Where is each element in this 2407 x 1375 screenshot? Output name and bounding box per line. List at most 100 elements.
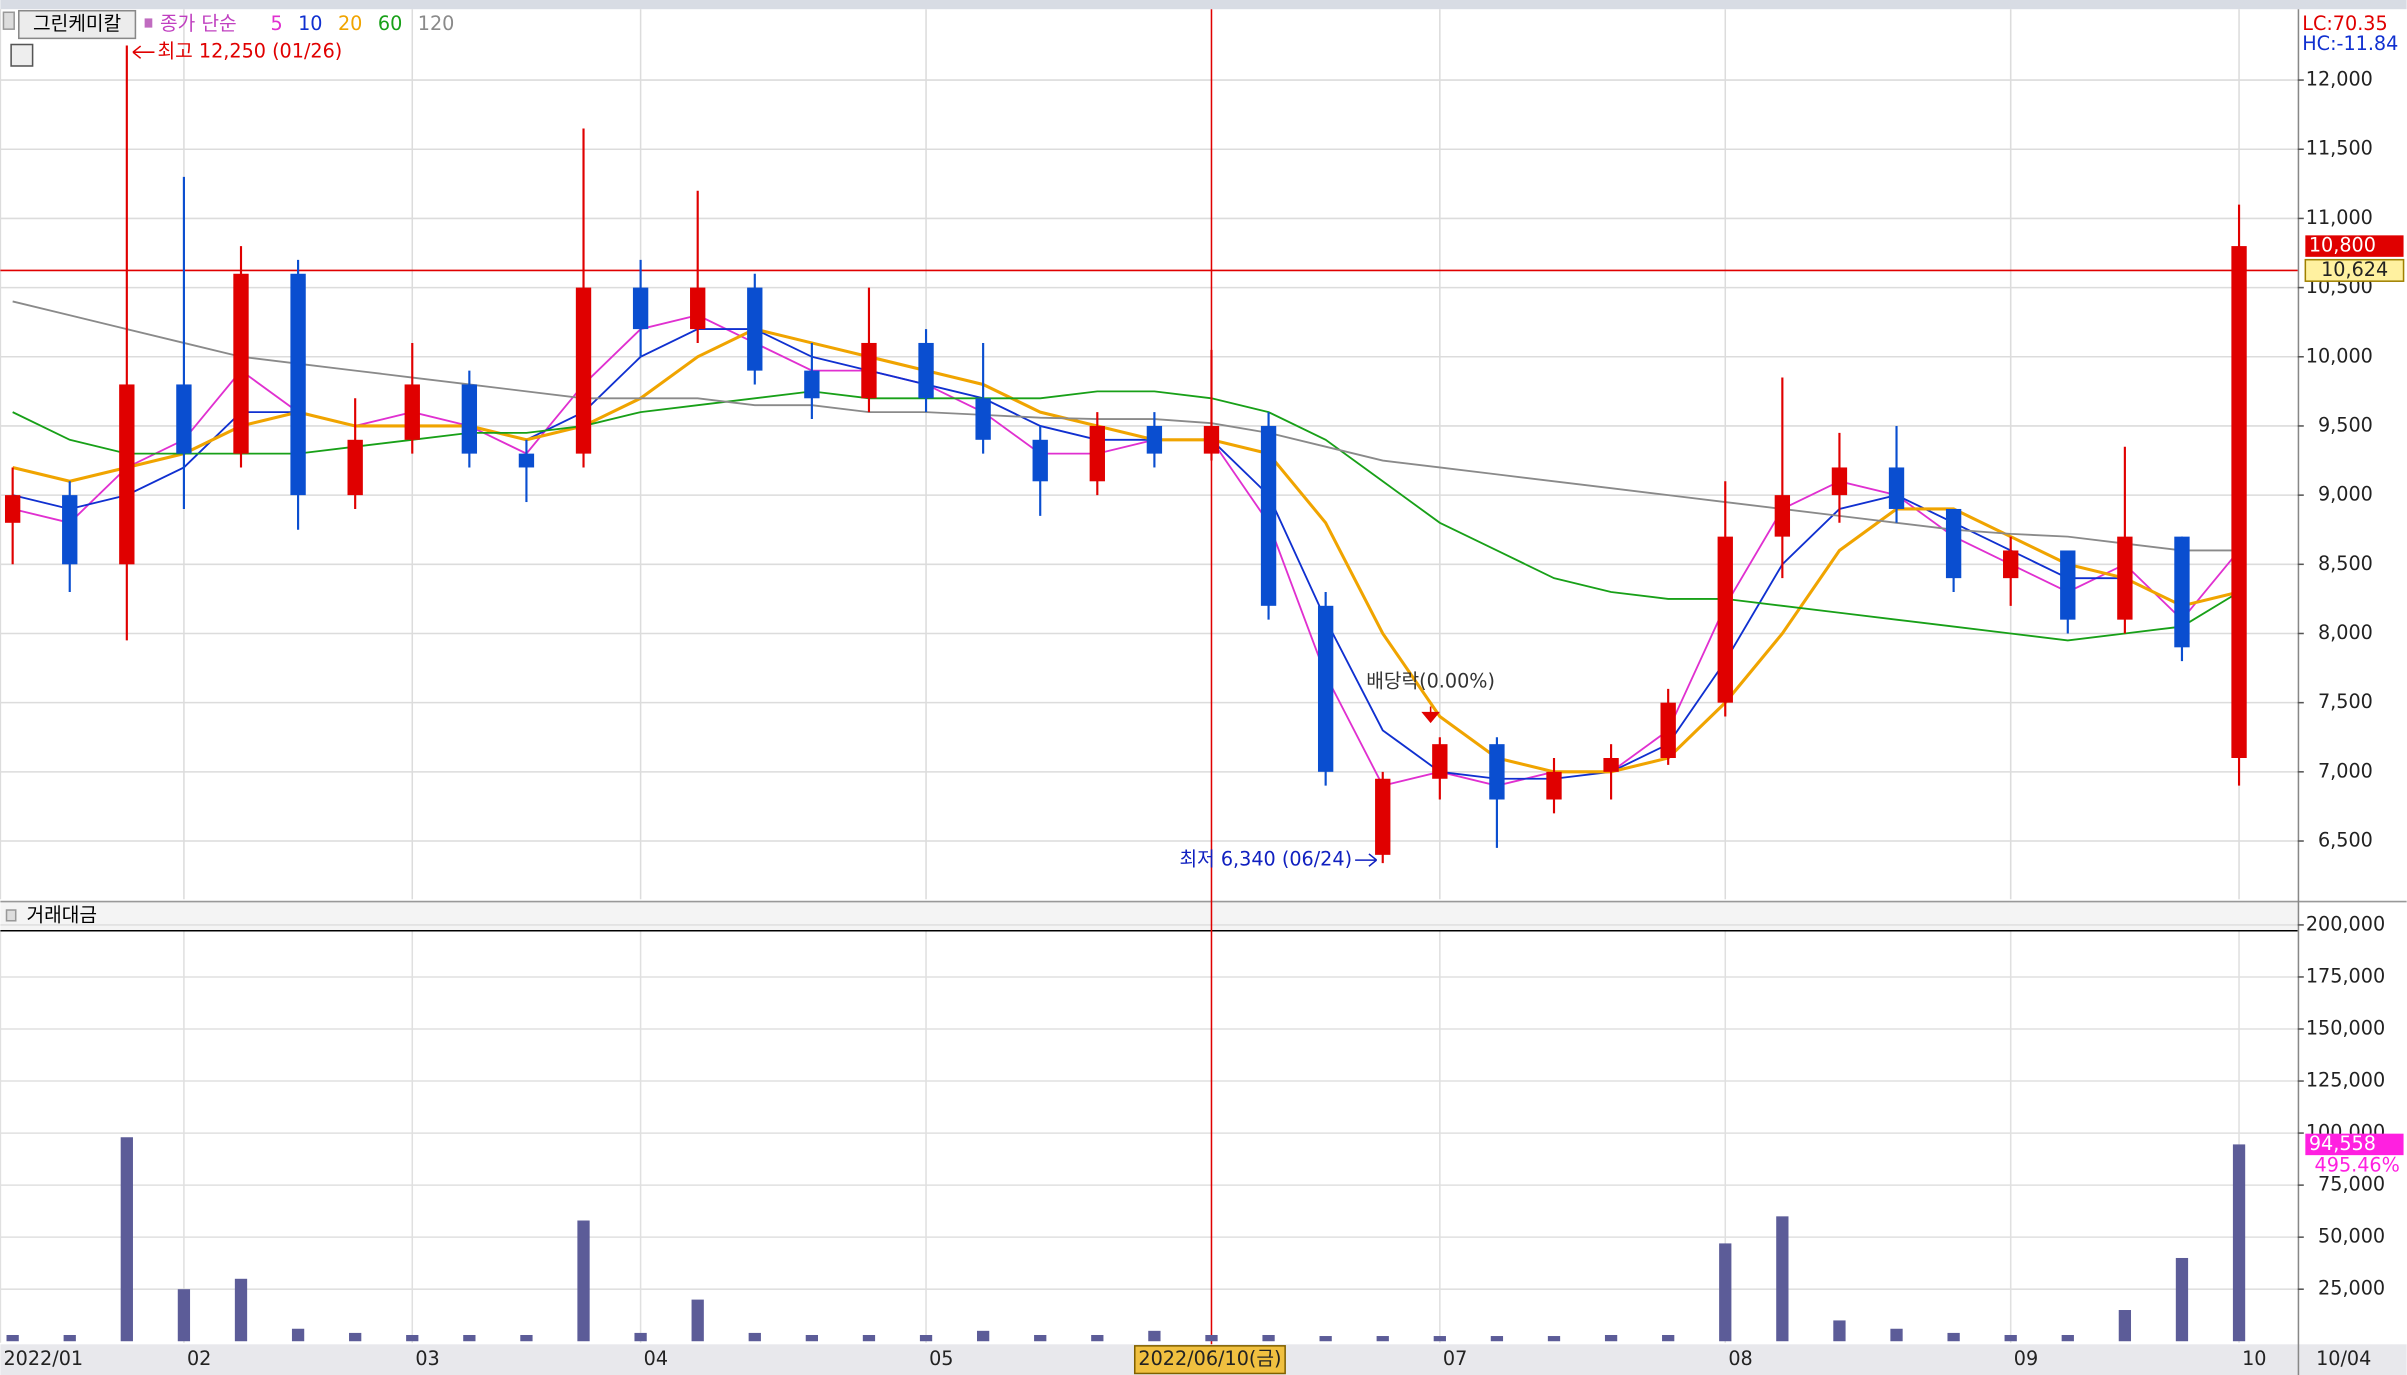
icon: [5, 909, 17, 922]
legend-entry: 120: [418, 12, 455, 35]
volume-bar: [120, 1137, 133, 1342]
y-tick-label: 8,500: [2318, 552, 2373, 575]
candle-body: [461, 384, 478, 454]
candle-body: [975, 398, 991, 440]
x-tick-label: 04: [644, 1347, 668, 1370]
hc-label: HC:-11.84: [2302, 32, 2398, 55]
x-tick-label: 03: [415, 1347, 439, 1370]
legend-entry: 60: [378, 12, 402, 35]
candle-body: [1260, 425, 1277, 606]
volume-bar: [577, 1220, 590, 1342]
y-tick-label: 150,000: [2306, 1017, 2385, 1040]
stock-name-box[interactable]: [18, 9, 137, 40]
candle-body: [2231, 246, 2247, 759]
x-tick-label: 02: [187, 1347, 211, 1370]
crosshair-price-label: 10,624: [2321, 258, 2388, 281]
volume-bar: [234, 1278, 248, 1342]
candle-body: [1089, 425, 1105, 482]
y-tick-label: 7,500: [2318, 690, 2373, 713]
legend-title: 종가 단순: [160, 12, 237, 35]
candle-body: [861, 342, 877, 399]
volume-bar: [1490, 1336, 1504, 1342]
candle-body: [62, 495, 78, 565]
legend-icon: [144, 18, 153, 28]
y-tick-label: 7,000: [2318, 759, 2373, 782]
volume-bar: [1433, 1336, 1446, 1342]
annotation-arrow: [132, 45, 155, 59]
annotation-arrow: [1355, 853, 1378, 867]
volume-bar: [2118, 1310, 2132, 1342]
candle-body: [119, 384, 135, 565]
candle-body: [2174, 536, 2190, 648]
volume-bar: [1662, 1334, 1675, 1342]
x-tick-label: 07: [1443, 1347, 1467, 1370]
crosshair-price-box: [2304, 258, 2405, 282]
last-volume-label: 94,558: [2309, 1132, 2376, 1155]
volume-bar: [6, 1334, 19, 1342]
legend-entry: 5: [270, 12, 282, 35]
volume-bar: [1776, 1216, 1789, 1342]
grid-icon[interactable]: [10, 43, 34, 67]
candle-body: [747, 287, 763, 371]
volume-bar: [2004, 1334, 2017, 1342]
volume-bar: [1833, 1320, 1846, 1342]
candle-body: [1317, 605, 1334, 772]
candle-body: [2003, 550, 2019, 579]
volume-bar: [1034, 1334, 1047, 1342]
last-volume-box: [2305, 1133, 2404, 1156]
ma-line: [12, 327, 2240, 774]
volume-bar: [1262, 1334, 1275, 1342]
last-price-box: [2305, 235, 2404, 257]
volume-header: [0, 902, 2298, 930]
annotation-arrow: [1421, 706, 1440, 724]
y-tick-label: 6,500: [2318, 829, 2373, 852]
candle-body: [1032, 439, 1048, 482]
candle-body: [1831, 467, 1848, 496]
top-strip: [0, 0, 2407, 10]
candle-body: [575, 287, 592, 454]
candle-body: [1203, 425, 1220, 454]
candle-body: [290, 273, 306, 496]
ma-line: [12, 390, 2240, 642]
candle-body: [347, 439, 363, 496]
candle-body: [404, 384, 420, 440]
volume-bar: [1547, 1336, 1561, 1342]
candle-body: [804, 370, 820, 399]
candle-body: [1717, 536, 1733, 703]
y-tick-label: 200,000: [2306, 912, 2385, 935]
stock-name: 그린케미칼: [33, 12, 121, 35]
labels: 종가 단순 5 10 20 60 120 6,500 7,000 7,500 8,000 8,500…: [3, 12, 2405, 1375]
y-tick-label: 11,000: [2306, 206, 2373, 229]
annotation: 최저 6,340 (06/24): [1179, 848, 1352, 871]
volume-bar: [1148, 1330, 1161, 1342]
volume-bar: [406, 1334, 419, 1342]
volume-bar: [691, 1299, 704, 1342]
candle-body: [632, 287, 649, 330]
lc-label: LC:70.35: [2302, 12, 2387, 35]
candle-body: [1489, 744, 1505, 800]
y-tick-label: 11,500: [2306, 137, 2373, 160]
x-tick-label: 05: [929, 1347, 953, 1370]
candle-body: [1945, 508, 1962, 579]
volume-bar: [1890, 1328, 1903, 1342]
y-tick-label: 8,000: [2318, 621, 2373, 644]
volume-title: 거래대금: [26, 904, 97, 927]
annotation: 배당락(0.00%): [1366, 670, 1495, 693]
volume-bar: [976, 1330, 990, 1342]
volume-bar: [1205, 1334, 1218, 1342]
icon[interactable]: [2, 11, 15, 30]
volume-bar: [349, 1332, 362, 1342]
volume-bar: [1719, 1243, 1732, 1342]
candle-body: [1888, 467, 1905, 509]
crosshair-date-label: 2022/06/10(금): [1138, 1347, 1281, 1370]
volume-bar: [520, 1334, 533, 1342]
volume-bar: [463, 1334, 476, 1342]
volume-bar: [634, 1332, 647, 1342]
volume-bar: [748, 1332, 761, 1342]
volume-bar: [1091, 1334, 1104, 1342]
y-tick-label: 12,000: [2306, 68, 2373, 91]
volume-bar: [862, 1334, 876, 1342]
volume-bar: [291, 1328, 305, 1342]
